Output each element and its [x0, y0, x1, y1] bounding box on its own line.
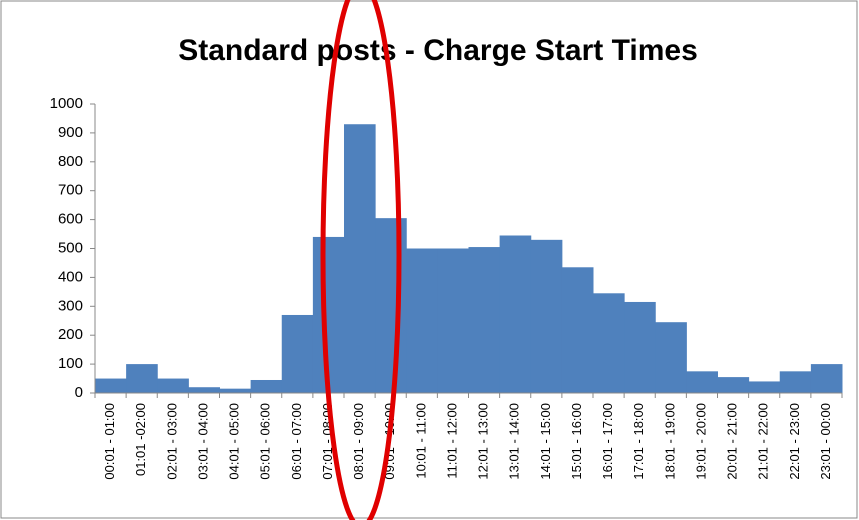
x-tick-label: 16:01 - 17:00 — [600, 403, 615, 480]
bar — [468, 247, 501, 393]
bar — [686, 371, 718, 393]
bar — [717, 377, 750, 393]
y-tick-label: 700 — [58, 182, 83, 199]
bar — [624, 301, 656, 393]
bar — [344, 124, 376, 393]
y-tick-label: 400 — [58, 268, 83, 285]
y-tick-label: 1000 — [50, 95, 83, 112]
y-tick-label: 100 — [58, 355, 83, 372]
bar — [126, 364, 158, 393]
bar — [188, 387, 220, 393]
x-tick-label: 08:01 - 09:00 — [351, 403, 366, 480]
x-tick-label: 21:01 - 22:00 — [756, 403, 771, 480]
x-tick-label: 19:01 - 20:00 — [693, 403, 708, 480]
x-tick-label: 18:01 - 19:00 — [662, 403, 677, 480]
x-tick-label: 06:01 - 07:00 — [289, 403, 304, 480]
x-tick-label: 11:01 - 12:00 — [444, 403, 459, 479]
bar — [499, 235, 532, 393]
x-tick-label: 14:01 - 15:00 — [538, 403, 553, 480]
bar — [250, 379, 283, 393]
x-tick-label: 02:01 - 03:00 — [164, 403, 179, 480]
y-tick-label: 0 — [75, 384, 83, 401]
bar — [375, 218, 407, 393]
bar — [437, 248, 469, 393]
x-tick-label: 12:01 - 13:00 — [476, 403, 491, 480]
bar — [810, 364, 843, 393]
bar — [779, 371, 812, 393]
bar — [219, 388, 252, 393]
y-tick-label: 800 — [58, 153, 83, 170]
bar — [561, 267, 594, 393]
bar — [95, 378, 127, 393]
x-tick-label: 15:01 - 16:00 — [569, 403, 584, 480]
x-tick-label: 10:01 - 11:00 — [413, 403, 428, 479]
x-tick-label: 13:01 - 14:00 — [507, 403, 522, 480]
y-tick-label: 500 — [58, 239, 83, 256]
x-tick-label: 00:01 - 01:00 — [102, 403, 117, 480]
x-tick-label: 22:01 - 23:00 — [787, 403, 802, 480]
chart-title: Standard posts - Charge Start Times — [178, 34, 698, 67]
bar — [593, 293, 625, 393]
bar — [655, 322, 687, 393]
y-tick-label: 900 — [58, 124, 83, 141]
bar — [157, 378, 189, 393]
y-tick-label: 200 — [58, 326, 83, 343]
y-tick-label: 600 — [58, 211, 83, 228]
bar — [406, 248, 438, 393]
x-tick-label: 20:01 - 21:00 — [725, 403, 740, 480]
x-tick-label: 05:01 - 06:00 — [258, 403, 273, 480]
x-tick-label: 03:01 - 04:00 — [195, 403, 210, 480]
x-tick-label: 01:01 -02:00 — [133, 403, 148, 476]
highlight-ellipse — [320, 0, 402, 520]
bar — [748, 381, 781, 393]
bar — [281, 314, 314, 393]
y-tick-label: 300 — [58, 297, 83, 314]
x-tick-label: 23:01 - 00:00 — [818, 403, 833, 480]
bar — [530, 239, 563, 393]
x-tick-label: 04:01 - 05:00 — [227, 403, 242, 480]
x-tick-label: 17:01 - 18:00 — [631, 403, 646, 480]
